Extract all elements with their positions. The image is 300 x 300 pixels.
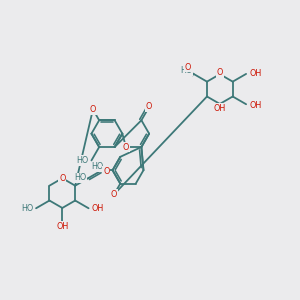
Text: OH: OH — [249, 69, 261, 78]
Text: O: O — [59, 174, 65, 183]
Text: HO: HO — [74, 173, 86, 182]
Text: HO: HO — [21, 204, 33, 213]
Text: O: O — [103, 167, 110, 176]
Text: O: O — [217, 68, 223, 77]
Text: OH: OH — [92, 204, 104, 213]
Text: OH: OH — [56, 222, 68, 231]
Text: O: O — [123, 142, 129, 152]
Text: HO: HO — [76, 156, 88, 165]
Text: O: O — [185, 63, 191, 72]
Text: O: O — [90, 105, 96, 114]
Text: O: O — [146, 102, 152, 111]
Text: OH: OH — [249, 101, 261, 110]
Text: O: O — [111, 190, 117, 199]
Text: HO: HO — [92, 162, 104, 171]
Text: HO: HO — [180, 66, 192, 75]
Text: OH: OH — [214, 104, 226, 113]
